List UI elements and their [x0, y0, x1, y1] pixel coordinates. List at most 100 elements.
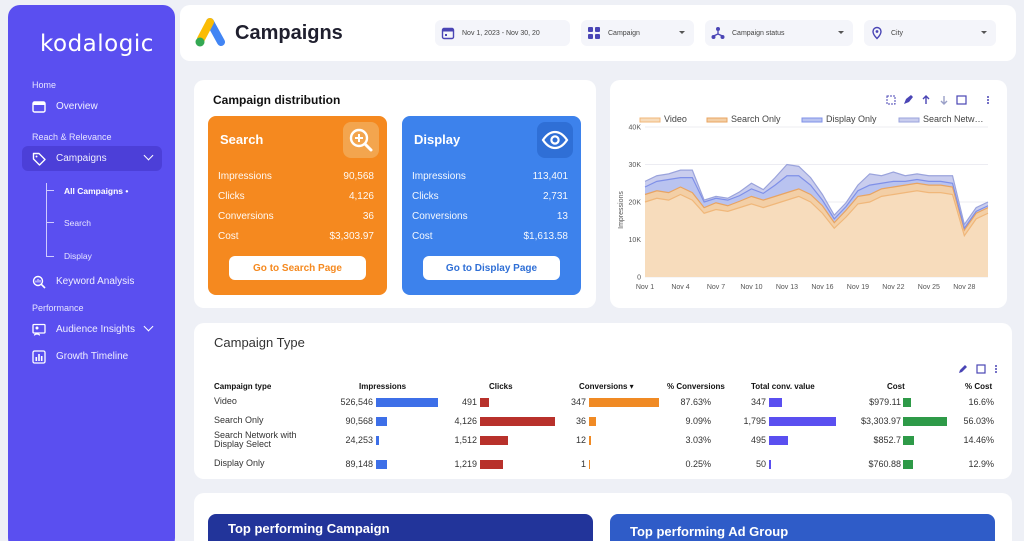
- col-header-campaign-type[interactable]: Campaign type: [214, 382, 272, 391]
- pencil-icon[interactable]: [958, 364, 968, 374]
- col-header-conversions[interactable]: Conversions ▾: [579, 382, 634, 391]
- expand-icon[interactable]: [956, 95, 967, 105]
- cell-pct-cost: 56.03%: [963, 416, 994, 426]
- metric-row: Clicks 4,126: [218, 191, 374, 202]
- col-header-total-conv-value[interactable]: Total conv. value: [751, 382, 815, 391]
- y-tick-label: 20K: [629, 200, 642, 207]
- chart-toolbar: [886, 95, 989, 105]
- subitem-display[interactable]: Display: [64, 251, 92, 261]
- cell-pct-conversions: 87.63%: [680, 397, 711, 407]
- metric-row: Impressions 113,401: [412, 171, 568, 182]
- cost-bar: [903, 398, 911, 407]
- x-tick-label: Nov 13: [776, 284, 798, 291]
- x-tick-label: Nov 28: [953, 284, 975, 291]
- cell-clicks: 491: [461, 397, 477, 407]
- pencil-icon[interactable]: [904, 95, 913, 104]
- campaign-status-filter[interactable]: Campaign status: [705, 20, 853, 46]
- sidebar-item-overview[interactable]: Overview: [22, 94, 162, 119]
- select-icon[interactable]: [886, 95, 896, 105]
- col-header-pct-conversions[interactable]: % Conversions: [667, 382, 725, 391]
- cell-clicks: 4,126: [454, 416, 477, 426]
- cell-conversions: 12: [575, 435, 586, 445]
- cell-cost: $3,303.97: [860, 416, 901, 426]
- audience-icon: [32, 323, 46, 337]
- section-home: Home: [32, 80, 57, 90]
- cell-cost: $852.7: [873, 435, 901, 445]
- card-title: Search: [220, 132, 264, 147]
- cost-bar: [903, 460, 914, 469]
- clicks-bar: [480, 460, 503, 469]
- brand-logo[interactable]: kodalogic: [40, 31, 154, 57]
- sort-up-icon[interactable]: [922, 95, 930, 104]
- clicks-bar: [480, 417, 555, 426]
- go-to-display-button[interactable]: Go to Display Page: [423, 256, 560, 280]
- col-header-pct-cost[interactable]: % Cost: [965, 382, 993, 391]
- campaign-status-value: Campaign status: [732, 29, 785, 37]
- sidebar-item-keyword-analysis[interactable]: Keyword Analysis: [22, 269, 162, 294]
- metric-row: Impressions 90,568: [218, 171, 374, 182]
- sidebar-item-audience-insights[interactable]: Audience Insights: [22, 317, 162, 342]
- cell-pct-cost: 16.6%: [968, 397, 994, 407]
- google-ads-logo-icon: [195, 18, 225, 47]
- cell-impressions: 89,148: [345, 459, 373, 469]
- display-metric-card: Display Impressions 113,401 Clicks 2,731 C…: [402, 116, 581, 295]
- section-performance: Performance: [32, 303, 84, 313]
- subitem-search[interactable]: Search: [64, 218, 91, 228]
- y-tick-label: 0: [637, 275, 641, 282]
- chevron-down-icon[interactable]: [143, 150, 154, 161]
- conversions-bar: [589, 398, 659, 407]
- go-to-search-button[interactable]: Go to Search Page: [229, 256, 366, 280]
- page-title: Campaigns: [235, 22, 343, 44]
- impressions-bar: [376, 436, 380, 445]
- date-range-filter[interactable]: Nov 1, 2023 - Nov 30, 20: [435, 20, 570, 46]
- conv-value-bar: [769, 398, 782, 407]
- expand-icon[interactable]: [976, 364, 986, 374]
- subitem-all-campaigns[interactable]: All Campaigns •: [64, 186, 129, 196]
- sidebar-item-label: Growth Timeline: [56, 351, 129, 362]
- cell-cost: $979.11: [869, 397, 901, 407]
- impressions-bar: [376, 460, 387, 469]
- col-header-clicks[interactable]: Clicks: [489, 382, 513, 391]
- series-line: [644, 190, 989, 238]
- clicks-bar: [480, 436, 508, 445]
- col-header-impressions[interactable]: Impressions: [359, 382, 407, 391]
- x-tick-label: Nov 22: [882, 284, 904, 291]
- conv-value-bar: [769, 417, 836, 426]
- sort-down-icon[interactable]: [940, 96, 948, 105]
- series-line: [644, 163, 989, 226]
- section-title: Campaign distribution: [213, 93, 341, 107]
- more-vert-icon[interactable]: [994, 364, 998, 374]
- impressions-chart-card: Video Search Only Display Only Search Netw……: [610, 80, 1007, 308]
- header: Campaigns Nov 1, 2023 - Nov 30, 20 Campa…: [180, 5, 1016, 61]
- caret-down-icon: [679, 31, 685, 34]
- x-tick-label: Nov 16: [811, 284, 833, 291]
- window-icon: [32, 100, 46, 114]
- cost-bar: [903, 417, 947, 426]
- y-tick-label: 10K: [629, 237, 642, 244]
- legend-swatch: [639, 117, 661, 123]
- cell-impressions: 526,546: [340, 397, 373, 407]
- impressions-bar: [376, 417, 387, 426]
- cell-pct-conversions: 3.03%: [685, 435, 711, 445]
- more-vert-icon[interactable]: [987, 96, 989, 104]
- impressions-bar: [376, 398, 438, 407]
- chevron-down-icon[interactable]: [143, 321, 154, 332]
- keyword-search-icon: [32, 275, 46, 289]
- y-tick-label: 30K: [629, 162, 642, 169]
- top-campaign-header: Top performing Campaign: [208, 514, 593, 541]
- sidebar-item-campaigns[interactable]: Campaigns: [22, 146, 162, 171]
- cell-impressions: 24,253: [345, 435, 373, 445]
- location-pin-icon: [872, 26, 882, 40]
- y-tick-label: 40K: [629, 125, 642, 132]
- city-filter[interactable]: City: [864, 20, 996, 46]
- sidebar-item-growth-timeline[interactable]: Growth Timeline: [22, 344, 162, 369]
- cell-total-conv-value: 1,795: [743, 416, 766, 426]
- section-title: Campaign Type: [214, 335, 305, 350]
- tree-tick: [46, 222, 54, 223]
- bar-chart-icon: [32, 349, 46, 364]
- x-tick-label: Nov 19: [847, 284, 869, 291]
- campaign-filter[interactable]: Campaign: [581, 20, 694, 46]
- campaign-type-card: Campaign Type Campaign type Impressions …: [194, 323, 1012, 479]
- date-range-value: Nov 1, 2023 - Nov 30, 20: [462, 29, 540, 37]
- col-header-cost[interactable]: Cost: [887, 382, 905, 391]
